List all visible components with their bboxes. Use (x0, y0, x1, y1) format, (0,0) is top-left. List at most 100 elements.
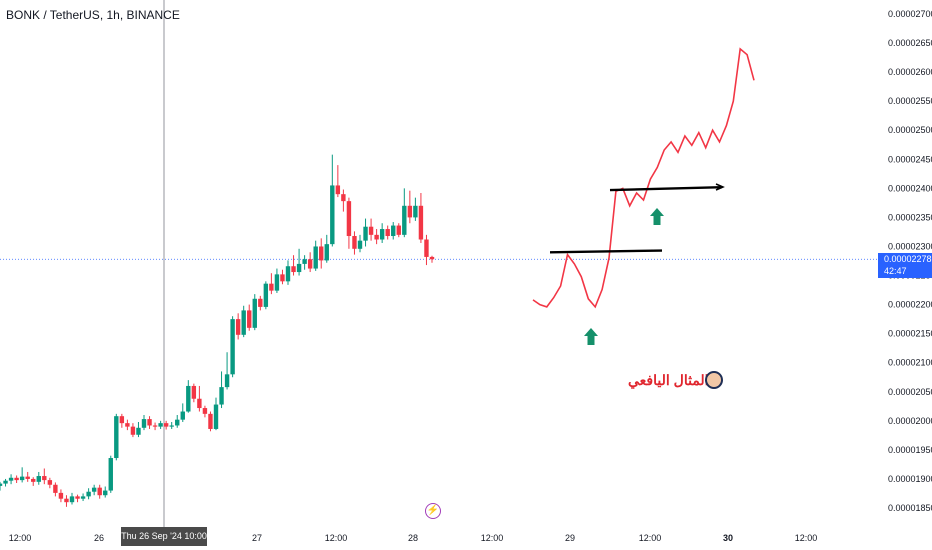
candle-up (274, 274, 280, 291)
candle-down (53, 484, 58, 493)
price-tick-label: 0.00002300 (888, 241, 932, 251)
price-tick-label: 0.00002050 (888, 387, 932, 397)
candle-down (374, 234, 379, 240)
current-price-label: 0.00002278 (884, 254, 932, 264)
candle-up (391, 225, 396, 237)
avatar-icon (705, 371, 723, 389)
candle-down (208, 413, 213, 429)
candle-up (285, 266, 291, 282)
candle-up (302, 259, 307, 264)
price-tick-label: 0.00002100 (888, 358, 932, 368)
candle-up (402, 205, 407, 235)
price-tick-label: 0.00002200 (888, 300, 932, 310)
candle-up (114, 416, 119, 459)
time-tick-label: 26 (94, 533, 104, 543)
candle-down (258, 298, 263, 307)
candle-up (3, 480, 8, 484)
candle-down (319, 246, 324, 261)
candle-up (80, 496, 86, 499)
candle-up (91, 487, 97, 492)
candle-up (0, 483, 3, 486)
candle-up (103, 490, 108, 496)
price-tick-label: 0.00002000 (888, 416, 932, 426)
candle-down (97, 487, 102, 496)
up-arrow-icon (650, 208, 664, 225)
candle-down (163, 423, 169, 427)
time-tick-label: 12:00 (481, 533, 504, 543)
candle-up (219, 387, 224, 405)
candle-down (352, 236, 357, 249)
time-tick-label: 12:00 (795, 533, 818, 543)
candle-down (64, 498, 69, 503)
candle-down (42, 476, 47, 481)
candle-down (197, 398, 202, 409)
time-tick-label: 12:00 (9, 533, 32, 543)
candle-down (58, 492, 64, 499)
level-line (549, 249, 663, 254)
price-tick-label: 0.00002650 (888, 38, 932, 48)
candle-down (346, 201, 352, 237)
candle-up (330, 185, 335, 245)
candle-down (152, 425, 158, 427)
up-arrow-icon (584, 328, 598, 345)
candle-down (14, 477, 19, 481)
candle-up (296, 263, 302, 273)
chart-title: BONK / TetherUS, 1h, BINANCE (6, 8, 180, 22)
candle-up (224, 374, 230, 388)
candle-down (429, 256, 435, 260)
price-tick-label: 0.00002450 (888, 154, 932, 164)
candle-up (141, 419, 147, 428)
countdown-label: 42:47 (884, 266, 907, 276)
price-tick-label: 0.00002500 (888, 125, 932, 135)
candle-up (413, 205, 418, 218)
candle-down (75, 496, 80, 499)
time-tick-label: 29 (565, 533, 575, 543)
price-tick-label: 0.00002150 (888, 329, 932, 339)
candle-up (379, 229, 385, 240)
candle-down (147, 419, 152, 426)
time-tick-label: 12:00 (325, 533, 348, 543)
time-tick-label: 27 (252, 533, 262, 543)
time-tick-label: 28 (408, 533, 418, 543)
candle-down (407, 205, 413, 218)
candle-up (324, 244, 329, 261)
candle-down (424, 239, 429, 257)
candle-down (202, 408, 208, 414)
candle-up (158, 423, 163, 427)
candle-down (31, 478, 36, 482)
crosshair-time-label: Thu 26 Sep '24 10:00 (121, 527, 207, 546)
price-tick-label: 0.00002550 (888, 96, 932, 106)
candle-up (230, 319, 235, 375)
price-tick-label: 0.00002400 (888, 183, 932, 193)
candle-down (125, 423, 130, 427)
candle-down (385, 229, 390, 237)
lightning-icon[interactable]: ⚡ (425, 503, 441, 519)
candle-down (418, 205, 424, 240)
candle-down (368, 226, 374, 235)
candle-up (357, 240, 363, 249)
price-tick-label: 0.00001950 (888, 445, 932, 455)
candle-down (247, 310, 252, 328)
candle-up (108, 458, 113, 491)
candle-up (36, 476, 41, 482)
candle-up (175, 419, 180, 426)
candle-down (25, 476, 30, 479)
candle-up (241, 310, 246, 335)
price-tick-label: 0.00002600 (888, 67, 932, 77)
current-price-tag: 0.00002278 42:47 (878, 253, 932, 278)
candle-up (169, 425, 174, 427)
candle-up (252, 298, 257, 328)
candle-down (341, 194, 346, 202)
candle-down (291, 266, 296, 273)
candle-up (186, 385, 191, 412)
candle-down (47, 480, 53, 485)
chart-grid (0, 0, 878, 527)
candle-down (269, 283, 274, 291)
candle-down (280, 274, 285, 282)
candle-up (263, 283, 269, 307)
candle-up (136, 427, 141, 435)
candle-down (130, 426, 136, 435)
candle-up (19, 476, 25, 481)
price-tick-label: 0.00001850 (888, 503, 932, 513)
